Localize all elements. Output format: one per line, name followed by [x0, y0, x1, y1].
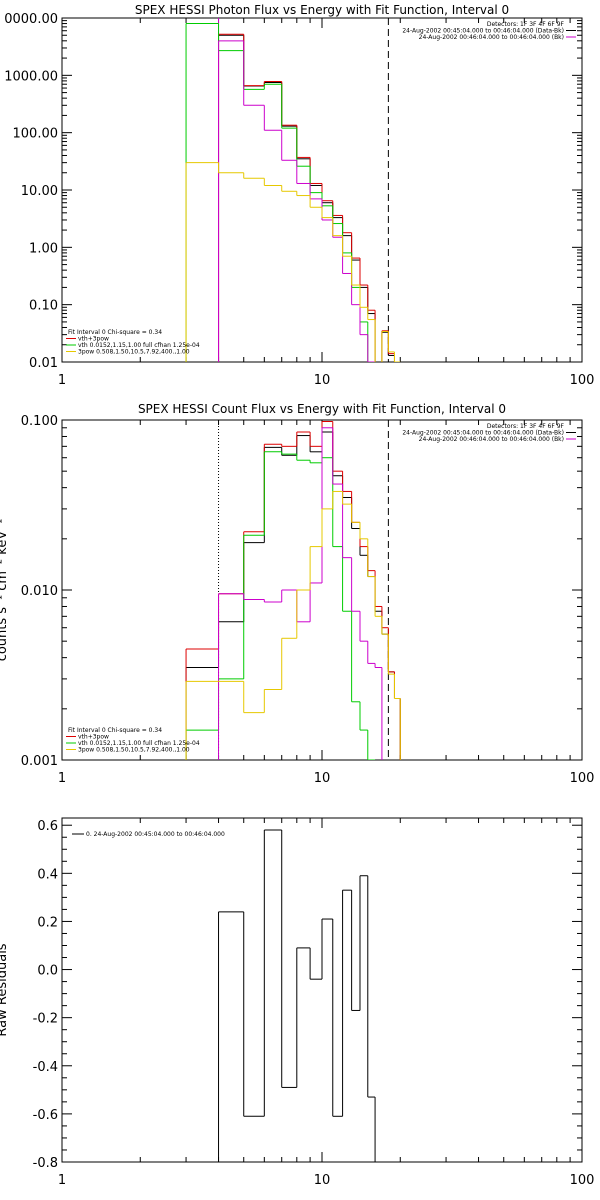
y-tick-label: 0.100 — [21, 414, 58, 429]
legend-entry: vth 0.0152,1.15,1.00 full cfhan 1.25e-04 — [78, 740, 200, 747]
plot-area — [185, 18, 401, 362]
y-tick-label: 1000.00 — [4, 69, 58, 84]
chart-panel-2: 1 10 100 0.6 0.4 0.2 0.0 -0.2 -0.4 -0.6 -0.8 Raw Re… — [0, 817, 595, 1188]
info-text: 24-Aug-2002 00:45:04.000 to 00:46:04.000… — [402, 430, 564, 437]
y-tick-label: 0.0 — [37, 964, 58, 979]
y-tick-label: -0.6 — [33, 1108, 58, 1123]
series-3 — [218, 40, 376, 362]
chart-panel-1: SPEX HESSI Count Flux vs Energy with Fit… — [0, 402, 594, 786]
legend-entry: 0. 24-Aug-2002 00:45:04.000 to 00:46:04.… — [86, 831, 225, 838]
y-axis: 0.6 0.4 0.2 0.0 -0.2 -0.4 -0.6 -0.8 — [33, 819, 582, 1171]
legend-entry: Fit Interval 0 Chi-square = 0.34 — [68, 329, 162, 336]
x-tick-label: 100 — [570, 1173, 595, 1188]
info-text: Detectors: 1F 3F 4F 6F 9F — [487, 21, 565, 28]
legend-entry: vth+3pow — [78, 734, 109, 741]
legend-entry: 3pow 0.508,1.50,10.5,7.92,400.,1.00 — [78, 747, 190, 754]
y-tick-label: 0.6 — [37, 819, 58, 834]
y-axis: 0.100 0.010 0.001 — [21, 414, 582, 769]
x-tick-label: 1 — [58, 771, 66, 786]
y-axis: 0000.00 1000.00 100.00 10.00 1.00 0.10 0.01 — [4, 12, 582, 371]
info-text: 24-Aug-2002 00:46:04.000 to 00:46:04.000… — [419, 34, 564, 41]
y-tick-label: 1.00 — [29, 241, 58, 256]
x-tick-label: 10 — [314, 1173, 331, 1188]
plot-area — [185, 420, 401, 760]
series-4 — [185, 490, 401, 760]
y-axis-label: Raw Residuals — [0, 943, 10, 1036]
legend-entry: Fit Interval 0 Chi-square = 0.34 — [68, 727, 162, 734]
series-3 — [218, 427, 383, 760]
legend-entry: 3pow 0.508,1.50,10.5,7.92,400.,1.00 — [78, 349, 190, 356]
plot-frame — [61, 817, 583, 1163]
chart-title: SPEX HESSI Photon Flux vs Energy with Fi… — [135, 3, 509, 17]
y-tick-label: -0.4 — [33, 1060, 58, 1075]
x-axis: 1 10 100 — [58, 18, 595, 388]
y-tick-label: -0.8 — [33, 1156, 58, 1171]
info-text: Detectors: 1F 3F 4F 6F 9F — [487, 423, 565, 430]
series-2 — [185, 451, 376, 760]
y-tick-label: 0.001 — [21, 754, 58, 769]
y-tick-label: 0.010 — [21, 584, 58, 599]
y-tick-label: 0.10 — [29, 299, 58, 314]
y-tick-label: 0.2 — [37, 915, 58, 930]
info-text: 24-Aug-2002 00:45:04.000 to 00:46:04.000… — [402, 28, 564, 35]
x-tick-label: 100 — [570, 373, 595, 388]
plot-area — [218, 829, 376, 1162]
legend-entry: vth+3pow — [78, 336, 109, 343]
y-tick-label: -0.2 — [33, 1012, 58, 1027]
series-0 — [218, 829, 376, 1162]
x-tick-label: 1 — [58, 373, 66, 388]
x-axis: 1 10 100 — [58, 818, 595, 1188]
x-tick-label: 10 — [314, 373, 331, 388]
y-tick-label: 0.4 — [37, 867, 58, 882]
x-tick-label: 1 — [58, 1173, 66, 1188]
info-text: 24-Aug-2002 00:46:04.000 to 00:46:04.000… — [419, 436, 564, 443]
y-tick-label: 0.01 — [29, 356, 58, 371]
y-axis-label: counts s⁻¹ cm⁻² keV⁻¹ — [0, 519, 10, 662]
chart-panel-0: SPEX HESSI Photon Flux vs Energy with Fi… — [4, 3, 594, 388]
chart-title: SPEX HESSI Count Flux vs Energy with Fit… — [138, 402, 506, 416]
y-tick-label: 0000.00 — [4, 12, 58, 27]
y-tick-label: 100.00 — [13, 127, 59, 142]
x-tick-label: 100 — [570, 771, 595, 786]
x-axis: 1 10 100 — [58, 420, 595, 786]
y-tick-label: 10.00 — [21, 184, 58, 199]
series-4 — [185, 162, 401, 362]
series-2 — [185, 23, 369, 362]
x-tick-label: 10 — [314, 771, 331, 786]
legend-entry: vth 0.0152,1.15,1.00 full cfhan 1.25e-04 — [78, 342, 200, 349]
